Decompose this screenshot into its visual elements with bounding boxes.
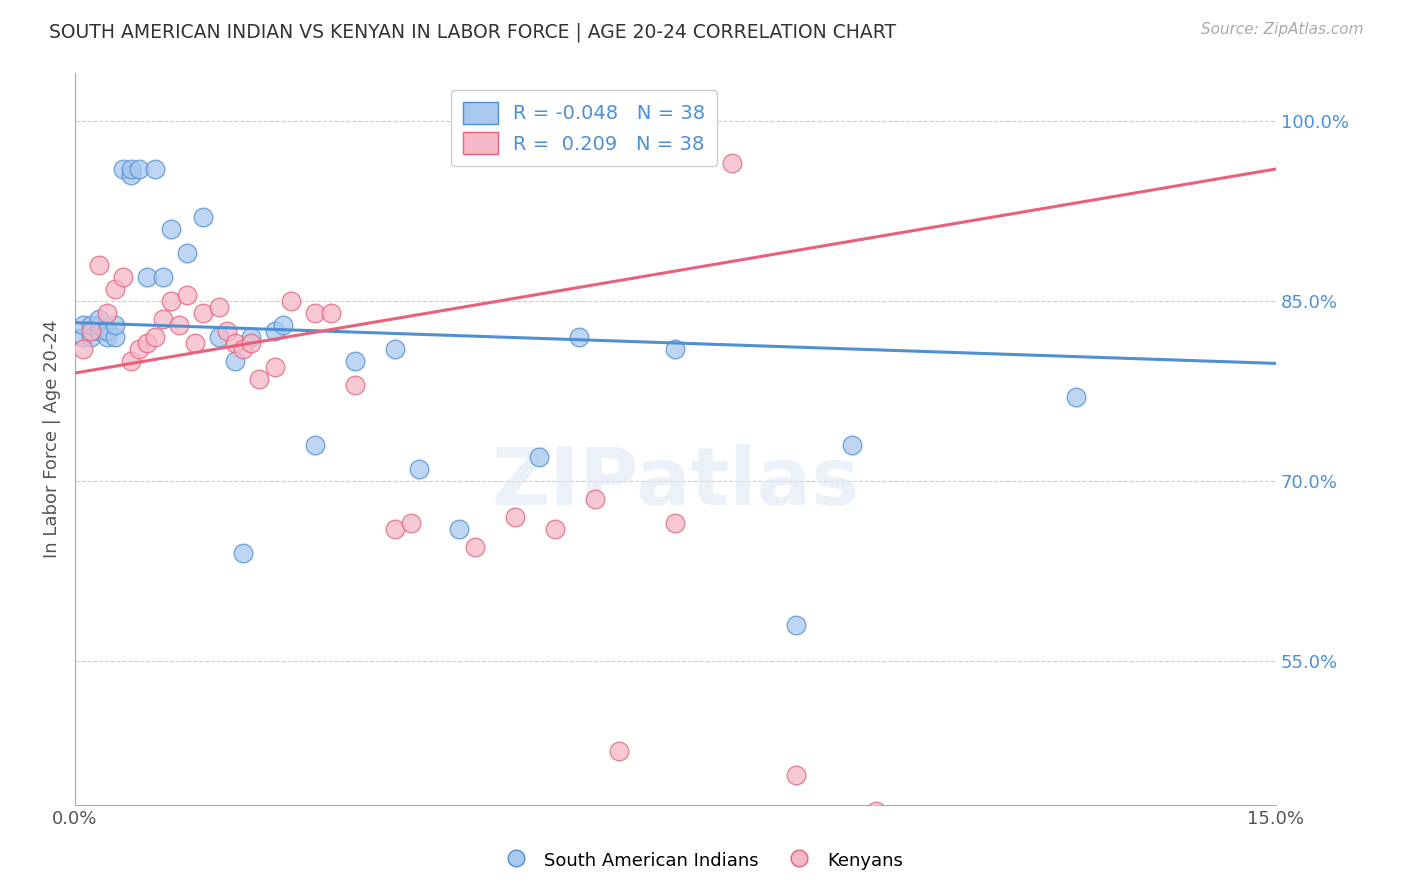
Point xyxy=(176,246,198,260)
Point xyxy=(544,522,567,536)
Point xyxy=(264,359,287,374)
Point xyxy=(143,161,166,176)
Point xyxy=(112,270,135,285)
Point xyxy=(80,324,103,338)
Point xyxy=(1064,390,1087,404)
Legend: R = -0.048   N = 38, R =  0.209   N = 38: R = -0.048 N = 38, R = 0.209 N = 38 xyxy=(451,90,717,166)
Point xyxy=(344,354,367,368)
Point xyxy=(184,336,207,351)
Point xyxy=(96,324,118,338)
Point xyxy=(247,372,270,386)
Point xyxy=(217,324,239,338)
Point xyxy=(72,342,94,356)
Point xyxy=(152,270,174,285)
Point xyxy=(609,744,631,758)
Text: ZIPatlas: ZIPatlas xyxy=(491,444,859,522)
Point xyxy=(104,318,127,332)
Point xyxy=(264,324,287,338)
Point xyxy=(280,293,302,308)
Point xyxy=(120,168,142,182)
Point xyxy=(167,318,190,332)
Point xyxy=(87,318,110,332)
Point xyxy=(865,804,887,818)
Text: Source: ZipAtlas.com: Source: ZipAtlas.com xyxy=(1201,22,1364,37)
Point xyxy=(583,491,606,506)
Point xyxy=(160,222,183,236)
Point xyxy=(208,330,231,344)
Point xyxy=(112,161,135,176)
Point xyxy=(104,282,127,296)
Point xyxy=(143,330,166,344)
Point xyxy=(240,336,263,351)
Text: SOUTH AMERICAN INDIAN VS KENYAN IN LABOR FORCE | AGE 20-24 CORRELATION CHART: SOUTH AMERICAN INDIAN VS KENYAN IN LABOR… xyxy=(49,22,897,42)
Point xyxy=(191,306,214,320)
Point xyxy=(344,378,367,392)
Point xyxy=(87,312,110,326)
Point xyxy=(720,156,742,170)
Point xyxy=(224,354,246,368)
Point xyxy=(104,330,127,344)
Point xyxy=(304,306,326,320)
Legend: South American Indians, Kenyans: South American Indians, Kenyans xyxy=(495,842,911,879)
Point xyxy=(191,210,214,224)
Point xyxy=(449,522,471,536)
Point xyxy=(72,330,94,344)
Point xyxy=(72,318,94,332)
Point xyxy=(664,342,686,356)
Point xyxy=(208,300,231,314)
Point xyxy=(87,324,110,338)
Point xyxy=(568,330,591,344)
Point xyxy=(176,288,198,302)
Point xyxy=(232,342,254,356)
Point xyxy=(464,540,486,554)
Point xyxy=(87,258,110,272)
Point xyxy=(529,450,551,464)
Point xyxy=(152,312,174,326)
Point xyxy=(128,161,150,176)
Point xyxy=(160,293,183,308)
Point xyxy=(96,330,118,344)
Point xyxy=(304,438,326,452)
Point xyxy=(321,306,343,320)
Point xyxy=(785,768,807,782)
Point xyxy=(80,330,103,344)
Point xyxy=(841,438,863,452)
Point xyxy=(505,510,527,524)
Point xyxy=(80,318,103,332)
Point xyxy=(120,354,142,368)
Point xyxy=(384,522,406,536)
Point xyxy=(136,336,159,351)
Point xyxy=(96,306,118,320)
Point xyxy=(271,318,294,332)
Point xyxy=(232,546,254,560)
Point xyxy=(401,516,423,530)
Point xyxy=(664,516,686,530)
Point xyxy=(240,330,263,344)
Point xyxy=(120,161,142,176)
Y-axis label: In Labor Force | Age 20-24: In Labor Force | Age 20-24 xyxy=(44,320,60,558)
Point xyxy=(408,462,430,476)
Point xyxy=(384,342,406,356)
Point xyxy=(785,618,807,632)
Point xyxy=(128,342,150,356)
Point xyxy=(224,336,246,351)
Point xyxy=(136,270,159,285)
